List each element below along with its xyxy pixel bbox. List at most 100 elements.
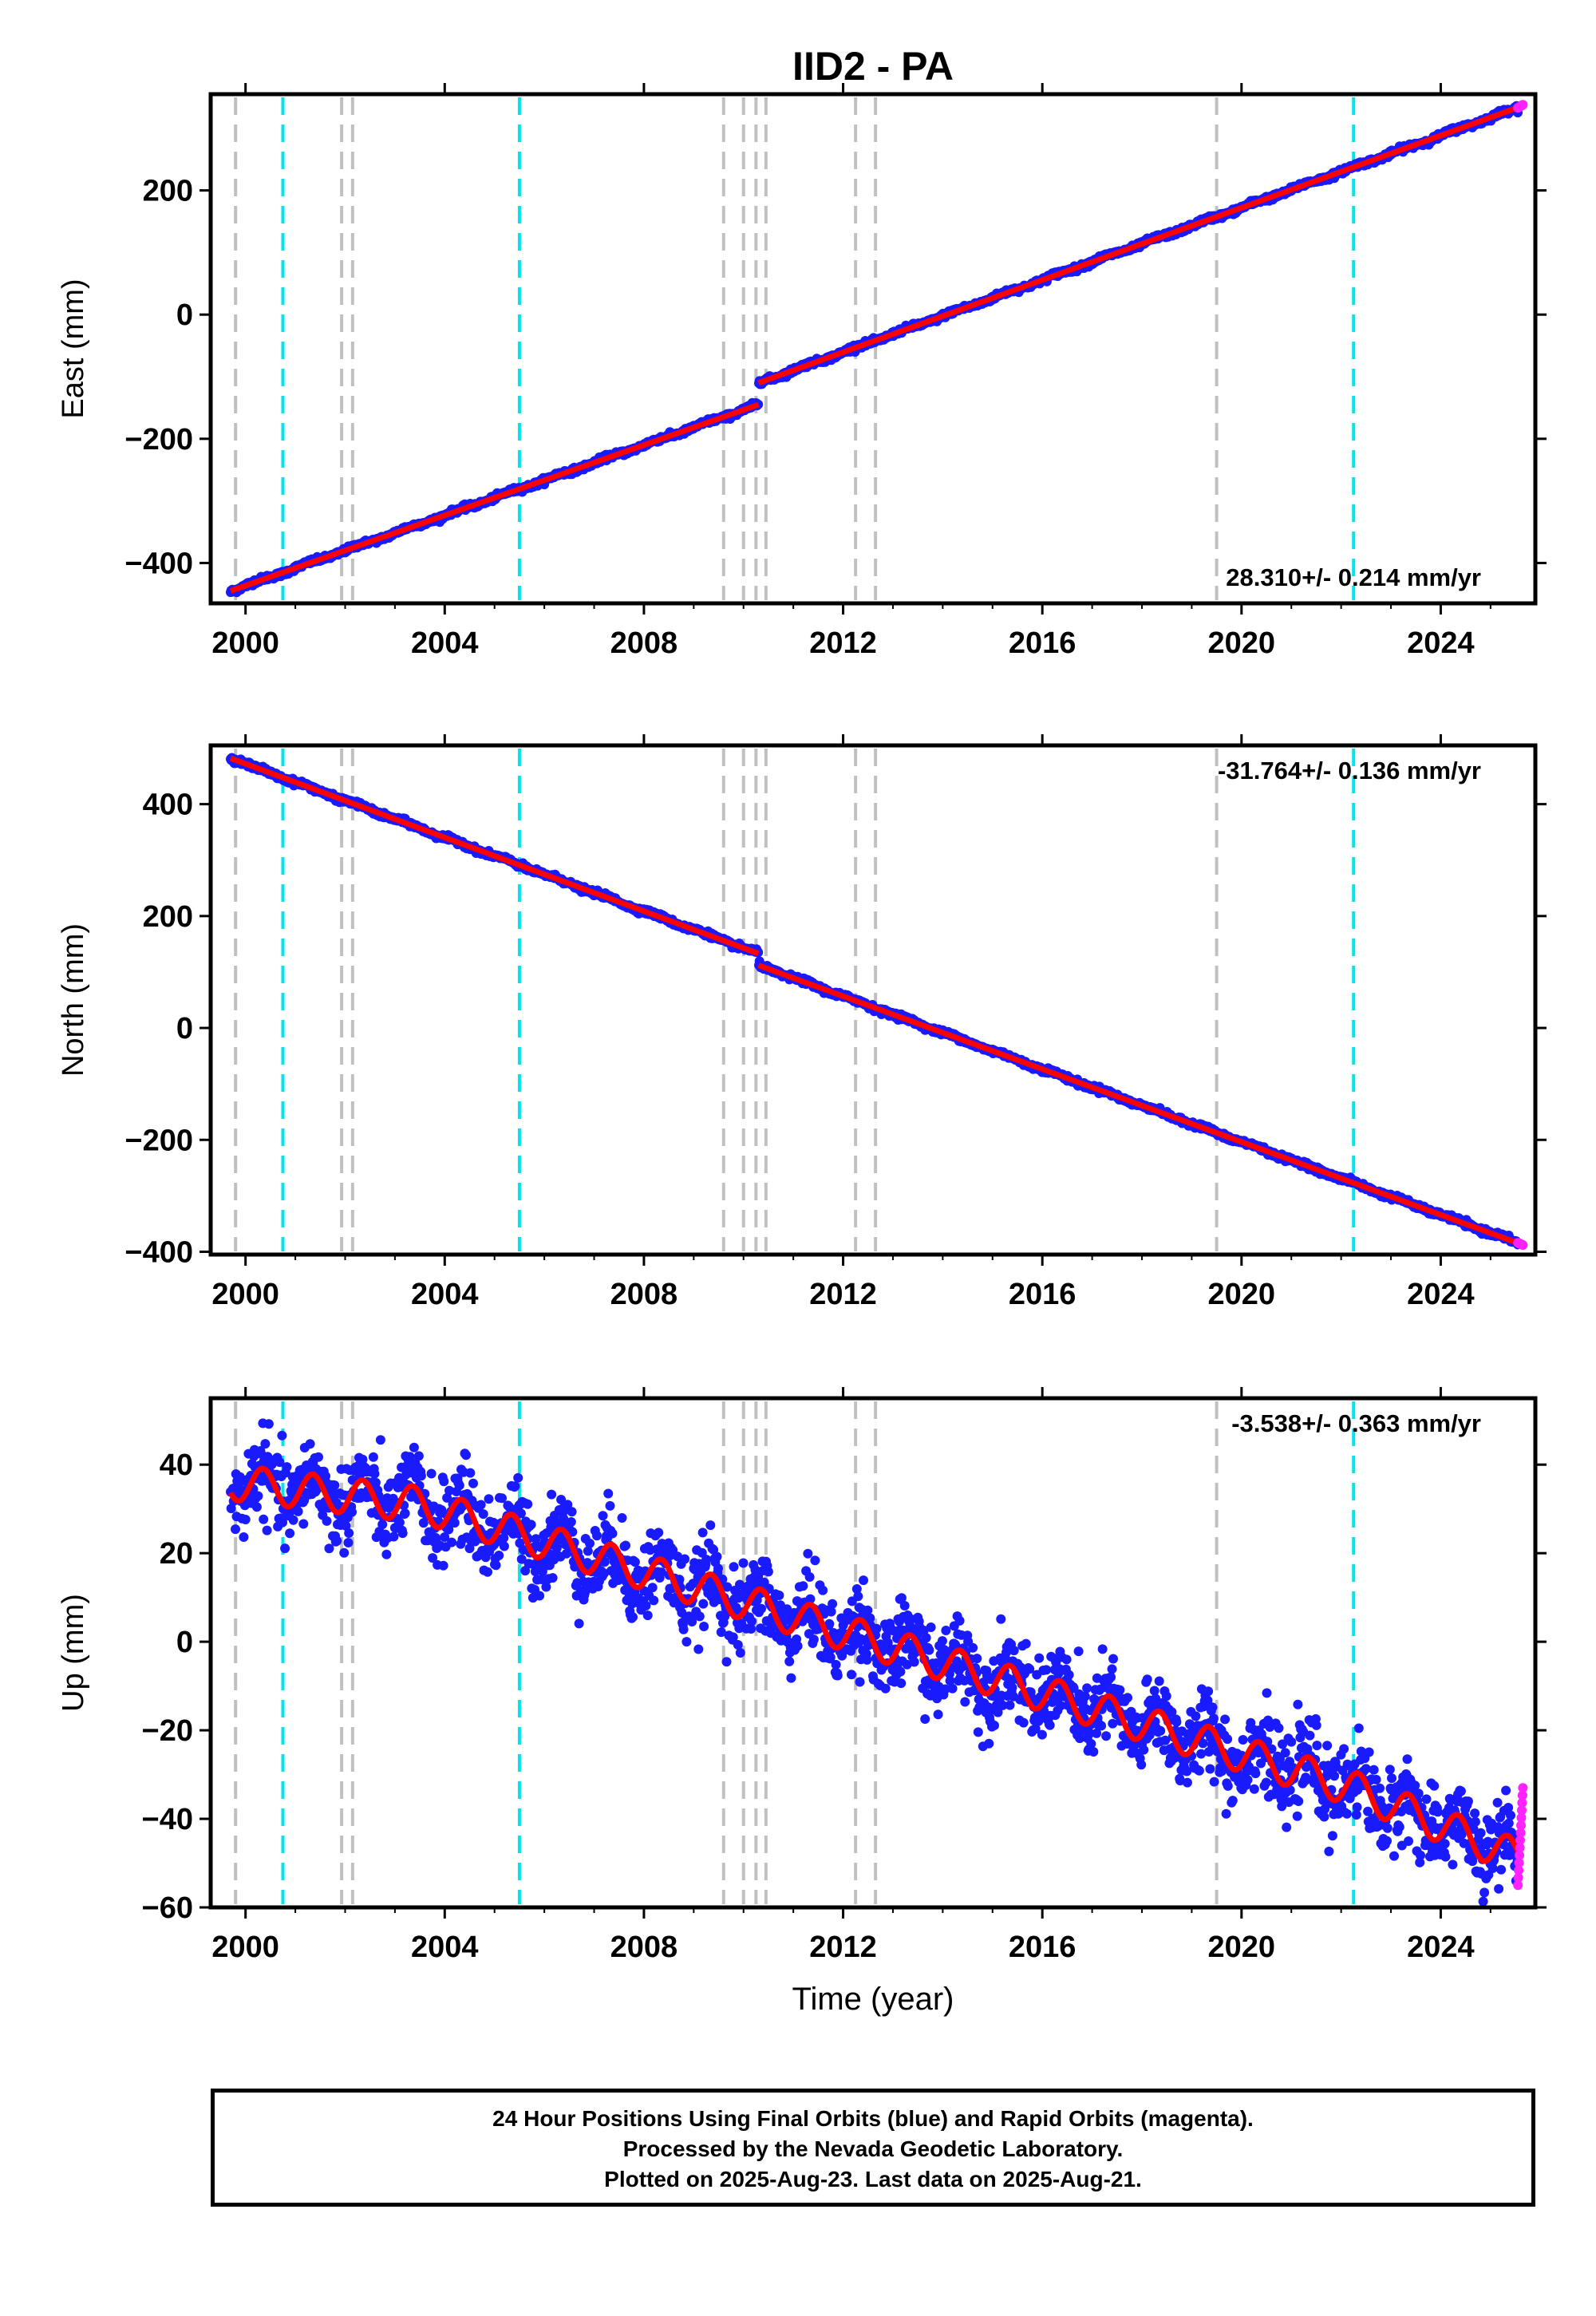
up-final-orbit-point xyxy=(418,1518,429,1528)
up-final-orbit-point xyxy=(478,1509,488,1520)
up-final-orbit-point xyxy=(381,1549,392,1559)
chart-title: IID2 - PA xyxy=(792,44,954,89)
north-x-tick-label: 2004 xyxy=(411,1278,479,1311)
up-final-orbit-point xyxy=(468,1478,478,1488)
north-plot-frame xyxy=(208,743,1538,1257)
up-data-layer xyxy=(226,1418,1528,1907)
up-final-orbit-point xyxy=(454,1480,464,1491)
east-plot-frame xyxy=(208,92,1538,606)
up-final-orbit-point xyxy=(231,1524,240,1535)
up-final-orbit-point xyxy=(347,1507,357,1517)
up-final-orbit-point xyxy=(280,1543,290,1554)
up-final-orbit-point xyxy=(251,1502,262,1512)
up-final-orbit-point xyxy=(259,1514,269,1524)
up-final-orbit-point xyxy=(332,1535,342,1546)
north-model-line xyxy=(229,755,1522,1247)
up-final-orbit-point xyxy=(339,1547,350,1558)
up-final-orbit-point xyxy=(324,1543,334,1554)
up-final-orbit-point xyxy=(426,1468,437,1479)
up-final-orbit-point xyxy=(370,1477,381,1488)
up-final-orbit-point xyxy=(428,1553,438,1563)
east-x-tick-label: 2000 xyxy=(211,626,279,660)
up-final-orbit-point xyxy=(282,1462,292,1472)
up-final-orbit-point xyxy=(416,1471,426,1481)
up-final-orbit-point xyxy=(293,1506,303,1516)
east-x-tick-label: 2004 xyxy=(411,626,479,660)
up-final-orbit-point xyxy=(260,1439,271,1449)
up-final-orbit-point xyxy=(413,1451,424,1461)
north-panel: 2000 2004 2008 2012 2016 2020 2024−400−2000200… xyxy=(57,734,1547,1311)
up-final-orbit-point xyxy=(513,1472,523,1483)
north-rapid-orbit-point xyxy=(1518,1240,1528,1251)
up-final-orbit-point xyxy=(375,1435,385,1445)
up-final-orbit-point xyxy=(262,1525,272,1535)
east-y-tick-label: −200 xyxy=(124,423,193,456)
up-final-orbit-point xyxy=(444,1485,454,1496)
up-final-orbit-point xyxy=(491,1560,501,1571)
north-y-tick-label: −200 xyxy=(124,1124,193,1157)
north-x-tick-label: 2012 xyxy=(809,1278,877,1311)
up-final-orbit-point xyxy=(305,1439,315,1449)
up-final-orbit-point xyxy=(369,1468,380,1479)
up-final-orbit-point xyxy=(510,1481,520,1492)
up-final-orbit-point xyxy=(483,1567,492,1577)
north-y-tick-label: 200 xyxy=(143,900,193,934)
up-final-orbit-point xyxy=(447,1537,456,1547)
up-final-orbit-point xyxy=(394,1517,405,1528)
north-y-axis-label: North (mm) xyxy=(57,923,90,1077)
up-final-orbit-point xyxy=(285,1528,295,1539)
east-panel: 2000 2004 2008 2012 2016 2020 2024−400−2000200… xyxy=(57,44,1547,660)
east-x-tick-label: 2012 xyxy=(809,626,877,660)
up-final-orbit-point xyxy=(288,1515,298,1525)
up-final-orbit-point xyxy=(442,1492,452,1503)
east-rapid-orbit-point xyxy=(1518,100,1528,110)
east-x-tick-label: 2008 xyxy=(610,626,678,660)
up-final-orbit-point xyxy=(330,1480,340,1491)
up-final-orbit-point xyxy=(440,1532,450,1542)
east-model-line xyxy=(229,104,1522,594)
east-y-axis-label: East (mm) xyxy=(57,279,90,418)
east-y-tick-label: −400 xyxy=(124,547,193,580)
up-final-orbit-point xyxy=(464,1543,475,1554)
up-final-orbit-point xyxy=(494,1551,504,1560)
up-final-orbit-point xyxy=(278,1517,288,1528)
north-y-tick-label: 0 xyxy=(176,1012,193,1045)
up-final-orbit-point xyxy=(275,1457,285,1468)
east-y-tick-label: 0 xyxy=(176,298,193,332)
north-x-tick-label: 2020 xyxy=(1208,1278,1276,1311)
up-final-orbit-point xyxy=(368,1452,378,1462)
up-final-orbit-point xyxy=(263,1419,274,1429)
north-x-tick-label: 2000 xyxy=(211,1278,279,1311)
up-final-orbit-point xyxy=(397,1528,408,1539)
up-final-orbit-point xyxy=(409,1442,419,1452)
up-final-orbit-point xyxy=(377,1520,388,1530)
north-y-tick-label: 400 xyxy=(143,788,193,822)
east-rate-label: 28.310+/- 0.214 mm/yr xyxy=(1226,563,1481,591)
up-final-orbit-point xyxy=(476,1500,486,1510)
up-final-orbit-point xyxy=(298,1519,309,1529)
up-final-orbit-point xyxy=(240,1515,251,1524)
north-x-tick-label: 2016 xyxy=(1009,1278,1077,1311)
up-final-orbit-point xyxy=(439,1476,449,1487)
up-final-orbit-point xyxy=(499,1533,509,1543)
up-final-orbit-point xyxy=(267,1460,277,1470)
up-final-orbit-point xyxy=(497,1493,507,1504)
up-final-orbit-point xyxy=(344,1528,354,1538)
up-final-orbit-point xyxy=(400,1508,410,1519)
north-y-tick-label: −400 xyxy=(124,1235,193,1269)
up-final-orbit-point xyxy=(465,1468,476,1478)
up-final-orbit-point xyxy=(322,1516,332,1526)
east-x-tick-label: 2024 xyxy=(1407,626,1475,660)
up-final-orbit-point xyxy=(499,1541,509,1551)
up-final-orbit-point xyxy=(341,1520,351,1531)
up-final-orbit-point xyxy=(444,1524,454,1535)
up-final-orbit-point xyxy=(358,1454,368,1464)
north-x-tick-label: 2008 xyxy=(610,1278,678,1311)
up-final-orbit-point xyxy=(484,1494,494,1504)
up-final-orbit-point xyxy=(253,1491,263,1501)
up-final-orbit-point xyxy=(438,1560,448,1571)
north-rate-label: -31.764+/- 0.136 mm/yr xyxy=(1218,757,1481,785)
east-y-tick-label: 200 xyxy=(143,175,193,208)
east-data-layer xyxy=(226,100,1528,598)
